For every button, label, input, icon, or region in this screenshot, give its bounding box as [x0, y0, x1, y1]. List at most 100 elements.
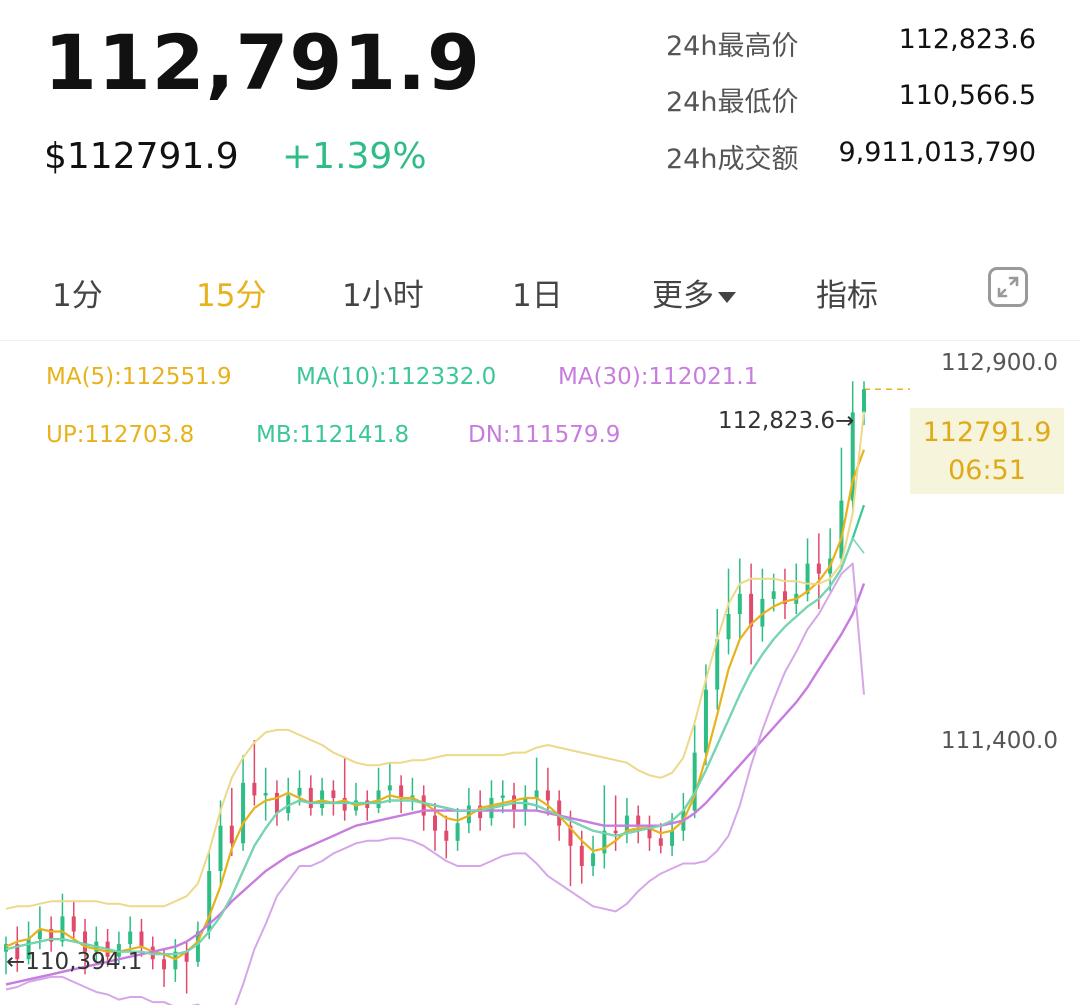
- tab-1hour[interactable]: 1小时: [342, 278, 424, 314]
- candle-body: [658, 838, 663, 846]
- current-price-tag: 112791.9 06:51: [910, 408, 1064, 494]
- candle-body: [195, 931, 200, 962]
- candle-body: [15, 944, 20, 960]
- candle-body: [241, 782, 246, 844]
- candle-body: [715, 639, 720, 690]
- candle-body: [342, 797, 347, 811]
- countdown: 06:51: [948, 455, 1026, 486]
- candle-body: [749, 593, 754, 627]
- candle-body: [816, 563, 821, 574]
- candle-body: [647, 825, 652, 839]
- candle-body: [116, 944, 121, 957]
- candle-body: [376, 790, 381, 809]
- fullscreen-icon: [997, 276, 1019, 298]
- candle-body: [670, 830, 675, 846]
- candle-body: [365, 800, 370, 809]
- candle-body: [274, 792, 279, 814]
- candle-body: [624, 815, 629, 834]
- candle-body: [387, 785, 392, 791]
- candle-body: [37, 929, 42, 940]
- candle-body: [579, 845, 584, 866]
- divider: [0, 340, 1080, 341]
- candle-body: [308, 787, 313, 809]
- low-price-value: 110,394.1: [25, 949, 143, 975]
- candle-body: [139, 931, 144, 947]
- y-tick-label: 111,400.0: [940, 728, 1058, 754]
- interval-tabs: 1分 15分 1小时 1日 更多 指标: [0, 262, 1080, 322]
- series-line-ma10: [5, 504, 866, 956]
- stat-value-volume: 9,911,013,790: [838, 137, 1036, 168]
- tab-more-label: 更多: [652, 278, 714, 314]
- candle-body: [805, 563, 810, 594]
- candle-body: [4, 944, 8, 952]
- stat-value-high: 112,823.6: [898, 24, 1036, 55]
- candle-body: [286, 795, 291, 814]
- candle-body: [737, 593, 742, 614]
- candle-body: [207, 871, 212, 932]
- series-line-mb: [5, 537, 865, 956]
- candle-body: [60, 916, 65, 942]
- legend-up: UP:112703.8: [46, 422, 195, 448]
- tab-more[interactable]: 更多: [652, 270, 736, 315]
- low-price-marker: ←110,394.1: [6, 949, 143, 975]
- legend-ma10: MA(10):112332.0: [296, 364, 497, 390]
- candle-body: [252, 782, 257, 796]
- candle-body: [49, 929, 54, 942]
- candle-body: [557, 800, 562, 826]
- candle-body: [850, 412, 855, 501]
- candle-body: [591, 853, 596, 866]
- candle-body: [455, 823, 460, 841]
- candle-body: [602, 830, 607, 854]
- candle-body: [692, 752, 697, 811]
- candle-body: [568, 825, 573, 846]
- tab-1day[interactable]: 1日: [512, 278, 563, 314]
- candle-body: [500, 795, 505, 798]
- candle-body: [297, 787, 302, 796]
- candle-body: [229, 825, 234, 844]
- candle-body: [263, 792, 268, 796]
- fullscreen-button[interactable]: [988, 267, 1028, 307]
- candle-body: [534, 790, 539, 798]
- candlestick-chart[interactable]: [0, 340, 1080, 1005]
- current-price-value: 112791.9: [922, 417, 1052, 448]
- candle-body: [150, 946, 155, 960]
- candle-body: [218, 825, 223, 872]
- candle-body: [399, 785, 404, 798]
- last-price: 112,791.9: [44, 18, 481, 107]
- candle-body: [782, 591, 787, 604]
- candle-body: [320, 790, 325, 809]
- candle-body: [478, 805, 483, 819]
- candle-body: [410, 795, 415, 798]
- series-line-dn: [5, 562, 865, 1005]
- candle-body: [523, 797, 528, 811]
- high-price-value: 112,823.6: [718, 408, 836, 434]
- candle-body: [128, 931, 133, 945]
- stat-value-low: 110,566.5: [898, 80, 1036, 111]
- candle-body: [703, 689, 708, 753]
- tab-15min[interactable]: 15分: [196, 278, 267, 314]
- candle-body: [421, 795, 426, 816]
- legend-mb: MB:112141.8: [256, 422, 410, 448]
- tab-1min[interactable]: 1分: [52, 278, 103, 314]
- candle-body: [726, 614, 731, 640]
- candle-body: [433, 815, 437, 831]
- candle-body: [173, 951, 178, 970]
- legend-ma5: MA(5):112551.9: [46, 364, 232, 390]
- tab-indicators[interactable]: 指标: [816, 278, 878, 314]
- candle-body: [83, 931, 88, 952]
- candle-body: [613, 830, 618, 834]
- candle-body: [862, 389, 866, 413]
- candle-body: [636, 815, 641, 826]
- stat-label-volume: 24h成交额: [666, 144, 799, 175]
- candle-body: [162, 959, 167, 970]
- candle-body: [771, 591, 776, 599]
- high-price-marker: 112,823.6→: [718, 408, 855, 434]
- change-percent: +1.39%: [282, 136, 427, 177]
- candle-body: [444, 830, 449, 841]
- y-tick-label: 112,900.0: [940, 350, 1058, 376]
- series-line-ma30: [5, 583, 866, 986]
- legend-ma30: MA(30):112021.1: [558, 364, 759, 390]
- candle-body: [331, 790, 336, 798]
- stat-label-high: 24h最高价: [666, 31, 799, 62]
- legend-dn: DN:111579.9: [468, 422, 621, 448]
